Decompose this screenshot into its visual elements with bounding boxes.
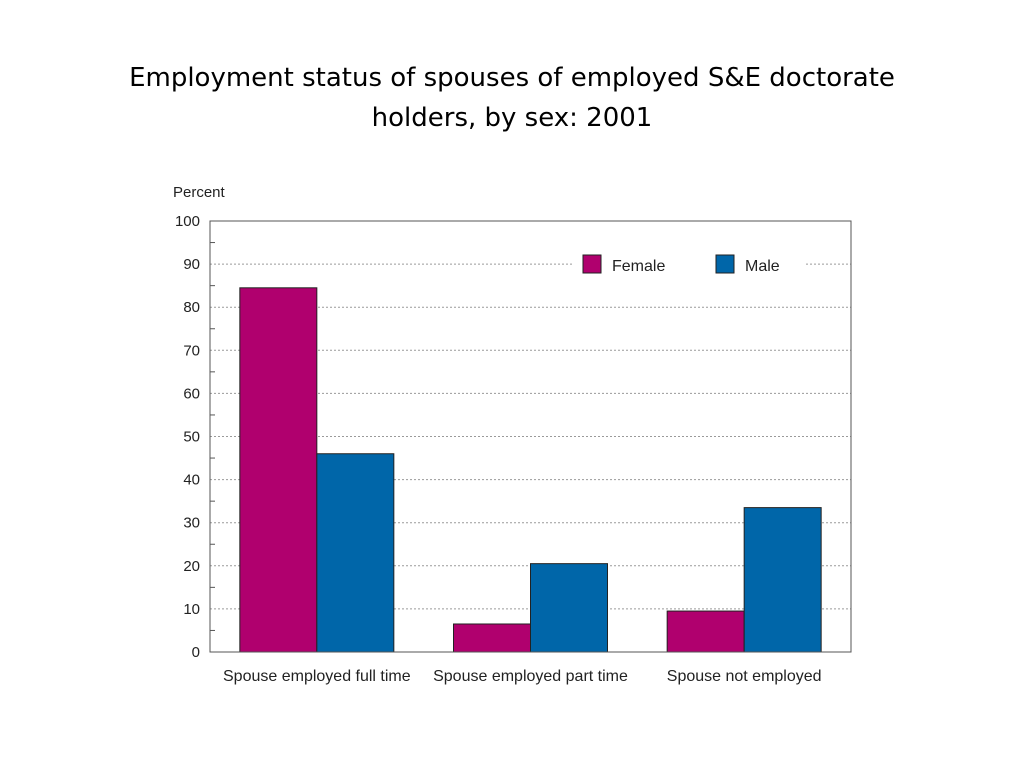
y-tick-label: 70 [183,342,200,359]
legend-label-male: Male [745,258,780,275]
y-tick-label: 20 [183,558,200,575]
y-axis-title: Percent [173,184,226,201]
bar-female-3 [666,610,745,653]
bar-female-2 [453,623,531,653]
y-tick-label: 80 [183,299,200,316]
y-tick-label: 0 [192,644,200,661]
y-tick-label: 50 [183,429,200,446]
y-tick-label: 30 [183,515,200,532]
y-tick-label: 100 [175,213,200,230]
bar-female-1 [239,287,318,653]
y-tick-label: 90 [183,256,200,273]
legend-background [572,251,804,279]
category-label: Spouse employed full time [223,668,411,685]
y-tick-label: 60 [183,385,200,402]
legend-swatch-female [582,254,602,274]
y-tick-label: 10 [183,601,200,618]
legend-swatch-male [715,254,735,274]
bar-male-1 [316,453,395,653]
bar-male-3 [743,507,822,653]
category-label: Spouse employed part time [433,668,628,685]
category-label: Spouse not employed [667,668,822,685]
legend-label-female: Female [612,258,665,275]
slide-title: Employment status of spouses of employed… [129,63,895,133]
y-tick-label: 40 [183,472,200,489]
bar-male-2 [530,563,608,653]
plot-frame [209,220,852,653]
